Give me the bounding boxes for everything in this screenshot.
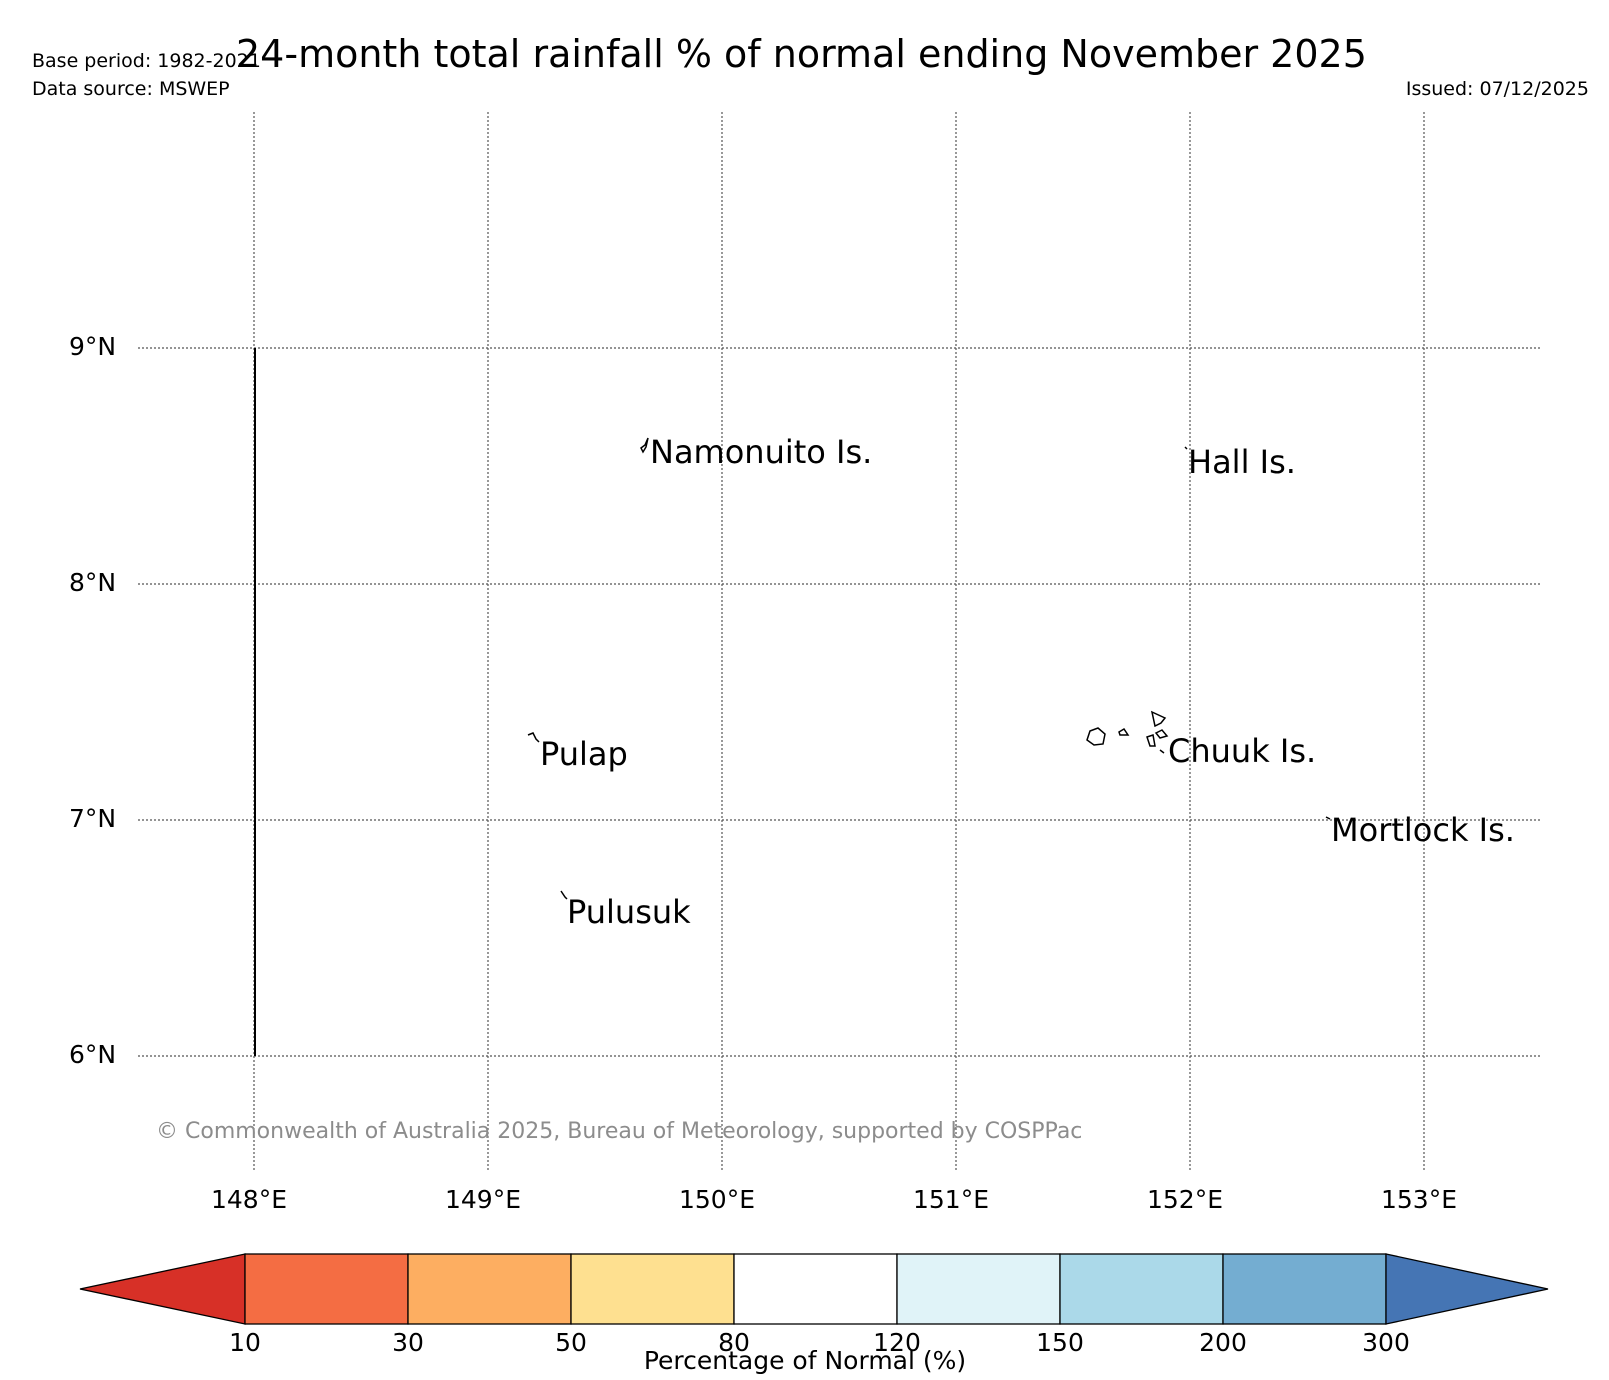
colorbar-segment-80-120 (733, 1253, 898, 1325)
colorbar-tick-80: 80 (718, 1328, 750, 1357)
lon-tick-151e: 151°E (913, 1185, 990, 1214)
lon-tick-148e: 148°E (211, 1185, 288, 1214)
latitude-gridlines (138, 347, 1542, 1057)
lat-tick-8n: 8°N (69, 568, 117, 597)
colorbar-tick-50: 50 (555, 1328, 587, 1357)
lon-tick-153e: 153°E (1381, 1185, 1458, 1214)
colorbar-segment-200-300 (1222, 1253, 1387, 1325)
chuuk-island-mid (1118, 727, 1130, 736)
colorbar-under-arrow (79, 1253, 246, 1325)
colorbar-over-arrow (1385, 1253, 1549, 1325)
colorbar-tick-150: 150 (1036, 1328, 1084, 1357)
map-title: 24-month total rainfall % of normal endi… (236, 32, 1367, 76)
place-label-pulap: Pulap (540, 735, 628, 773)
place-label-mortlock: Mortlock Is. (1331, 811, 1515, 849)
colorbar-tick-200: 200 (1199, 1328, 1247, 1357)
colorbar-label: Percentage of Normal (%) (643, 1346, 967, 1375)
place-label-hall: Hall Is. (1188, 443, 1296, 481)
colorbar-segment-50-80 (570, 1253, 735, 1325)
lon-tick-152e: 152°E (1147, 1185, 1224, 1214)
lat-tick-9n: 9°N (69, 332, 117, 361)
colorbar-tick-300: 300 (1362, 1328, 1410, 1357)
island-outlines (527, 437, 1331, 900)
mortlock-island-shape (1325, 816, 1331, 820)
place-label-pulusuk: Pulusuk (567, 893, 691, 931)
namonuito-island-shape (640, 437, 649, 454)
copyright-notice: © Commonwealth of Australia 2025, Bureau… (156, 1119, 1083, 1144)
lon-tick-149e: 149°E (445, 1185, 522, 1214)
issued-date-label: Issued: 07/12/2025 (1405, 78, 1589, 100)
chuuk-island-south (1146, 734, 1156, 747)
chuuk-island-west (1086, 727, 1106, 746)
chuuk-island-east (1154, 729, 1169, 739)
colorbar-tick-10: 10 (229, 1328, 261, 1357)
pulusuk-island-shape (560, 890, 568, 900)
colorbar-tick-30: 30 (392, 1328, 424, 1357)
colorbar-segment-150-200 (1059, 1253, 1224, 1325)
place-label-namonuito: Namonuito Is. (650, 433, 873, 471)
place-label-chuuk: Chuuk Is. (1168, 732, 1317, 770)
colorbar-segment-10-30 (244, 1253, 409, 1325)
chuuk-islet (1159, 749, 1165, 754)
colorbar-segment-30-50 (407, 1253, 572, 1325)
chuuk-island-north (1150, 710, 1167, 728)
lat-tick-6n: 6°N (69, 1040, 117, 1069)
base-period-label: Base period: 1982-2021 (32, 50, 261, 72)
lon-tick-150e: 150°E (679, 1185, 756, 1214)
colorbar-segment-120-150 (896, 1253, 1061, 1325)
pulap-island-shape (527, 732, 540, 743)
lat-tick-7n: 7°N (69, 804, 117, 833)
data-source-label: Data source: MSWEP (32, 78, 230, 100)
colorbar-tick-120: 120 (873, 1328, 921, 1357)
hall-island-shape (1184, 446, 1188, 450)
